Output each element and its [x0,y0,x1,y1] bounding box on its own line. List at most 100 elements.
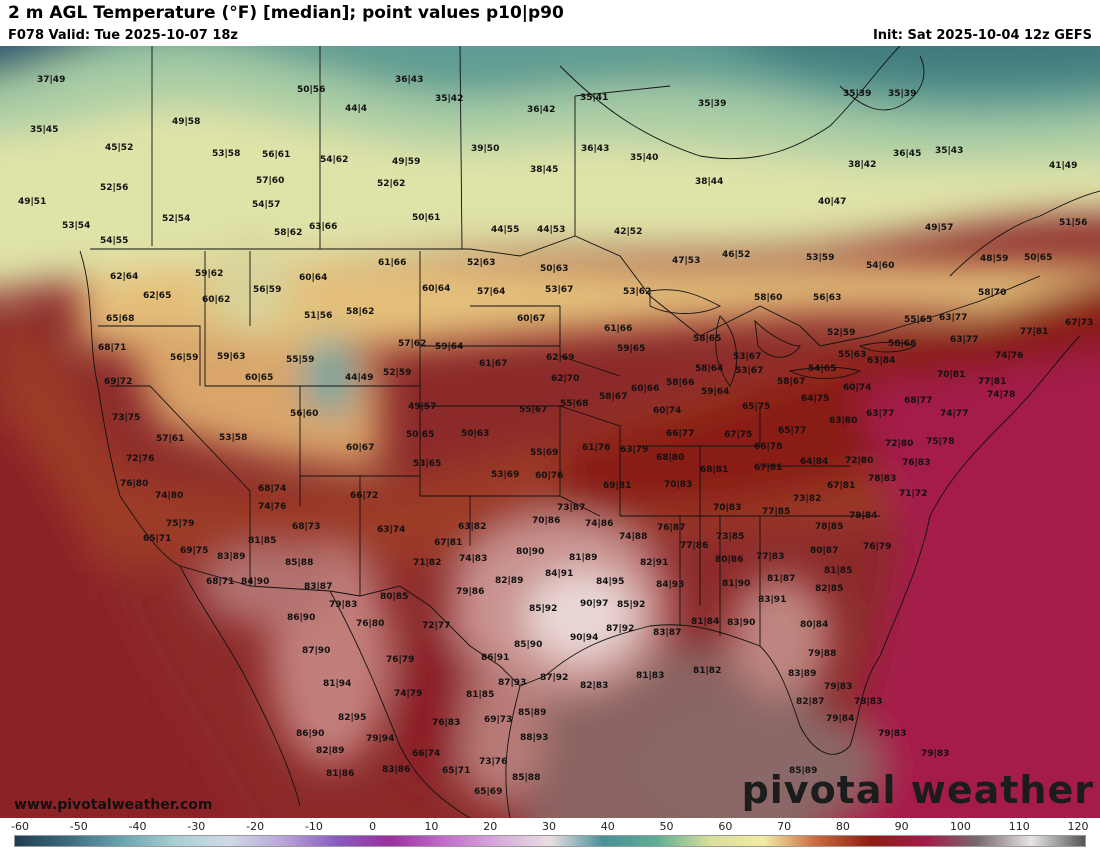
point-value-label: 59|64 [435,342,463,352]
point-value-label: 86|90 [287,613,315,623]
point-value-label: 76|80 [120,479,148,489]
point-value-label: 90|94 [570,633,598,643]
point-value-label: 49|57 [925,223,953,233]
point-value-label: 80|85 [380,592,408,602]
point-value-label: 81|83 [636,671,664,681]
colorbar-tick: 30 [542,820,556,833]
point-value-label: 58|66 [666,378,694,388]
point-value-label: 73|75 [112,413,140,423]
point-value-label: 50|63 [540,264,568,274]
point-value-label: 63|84 [867,356,895,366]
point-value-label: 58|67 [777,377,805,387]
point-value-label: 67|81 [754,463,782,473]
point-value-label: 74|86 [585,519,613,529]
point-value-label: 87|92 [606,624,634,634]
colorbar-tick: 50 [659,820,674,833]
point-value-label: 63|82 [458,522,486,532]
point-value-label: 81|84 [691,617,719,627]
point-value-label: 55|65 [904,315,932,325]
point-value-label: 76|83 [432,718,460,728]
point-value-label: 78|85 [815,522,843,532]
point-value-label: 70|83 [664,480,692,490]
temperature-colorbar [14,835,1086,847]
point-value-label: 75|79 [166,519,194,529]
point-value-label: 39|50 [471,144,499,154]
point-value-label: 52|54 [162,214,190,224]
point-value-label: 81|85 [824,566,852,576]
point-value-label: 58|60 [754,293,782,303]
point-value-label: 87|93 [498,678,526,688]
point-value-label: 79|84 [826,714,854,724]
point-value-label: 53|67 [735,366,763,376]
point-value-label: 56|60 [290,409,318,419]
point-value-label: 65|71 [442,766,470,776]
point-value-label: 41|49 [1049,161,1077,171]
point-value-label: 53|58 [212,149,240,159]
point-value-label: 68|74 [258,484,286,494]
point-value-label: 62|70 [551,374,579,384]
point-value-label: 60|74 [843,383,871,393]
point-value-label: 61|66 [604,324,632,334]
point-value-label: 52|59 [827,328,855,338]
point-value-label: 52|59 [383,368,411,378]
point-value-label: 52|63 [467,258,495,268]
point-value-label: 82|85 [815,584,843,594]
map-title: 2 m AGL Temperature (°F) [median]; point… [8,3,564,23]
colorbar-tick: 90 [894,820,909,833]
valid-time: F078 Valid: Tue 2025-10-07 18z [8,28,238,43]
point-value-label: 60|67 [517,314,545,324]
point-value-label: 59|65 [617,344,645,354]
point-value-label: 35|41 [580,93,608,103]
point-value-label: 49|57 [408,402,436,412]
point-value-label: 53|67 [733,352,761,362]
point-value-label: 35|40 [630,153,658,163]
point-value-label: 58|65 [693,334,721,344]
point-value-label: 36|43 [581,144,609,154]
point-value-label: 65|69 [474,787,502,797]
point-value-label: 44|55 [491,225,519,235]
point-value-label: 65|71 [143,534,171,544]
point-value-label: 83|89 [788,669,816,679]
point-value-label: 53|59 [806,253,834,263]
point-value-label: 59|63 [217,352,245,362]
point-value-label: 63|80 [829,416,857,426]
point-value-label: 80|90 [516,547,544,557]
point-value-label: 81|85 [248,536,276,546]
point-value-label: 66|74 [412,749,440,759]
point-value-label: 50|56 [297,85,325,95]
point-value-label: 50|63 [461,429,489,439]
point-value-label: 68|71 [206,577,234,587]
point-value-label: 60|64 [422,284,450,294]
temperature-map[interactable]: 37|49 50|56 36|43 35|42 35|41 35|39 35|39 35|39… [0,46,1100,818]
map-panel[interactable]: 37|49 50|56 36|43 35|42 35|41 35|39 35|39 35|39… [0,46,1100,818]
point-value-label: 35|43 [935,146,963,156]
colorbar-tick: 40 [600,820,615,833]
point-value-label: 88|93 [520,733,548,743]
point-value-label: 38|45 [530,165,558,175]
point-value-label: 36|43 [395,75,423,85]
point-value-label: 60|74 [653,406,681,416]
colorbar-tick-labels: -60 -50 -40 -30 -20 -10 0 10 20 30 40 50 60 70 80 90 100… [0,818,1100,834]
point-value-label: 49|58 [172,117,200,127]
point-value-label: 65|68 [106,314,134,324]
point-value-label: 66|77 [666,429,694,439]
point-value-label: 37|49 [37,75,65,85]
point-value-label: 35|42 [435,94,463,104]
point-value-label: 53|58 [219,433,247,443]
point-value-label: 55|68 [560,399,588,409]
point-value-label: 65|77 [778,426,806,436]
boundaries [79,46,1100,818]
point-value-label: 68|80 [656,453,684,463]
point-value-label: 35|39 [698,99,726,109]
point-value-label: 82|89 [316,746,344,756]
point-value-label: 53|54 [62,221,90,231]
point-value-label: 81|89 [569,553,597,563]
point-value-label: 67|75 [724,430,752,440]
point-value-label: 60|67 [346,443,374,453]
point-value-label: 77|85 [762,507,790,517]
point-value-label: 40|47 [818,197,846,207]
point-value-label: 84|91 [545,569,573,579]
point-value-label: 81|85 [466,690,494,700]
point-value-label: 61|67 [479,359,507,369]
point-value-label: 47|53 [672,256,700,266]
